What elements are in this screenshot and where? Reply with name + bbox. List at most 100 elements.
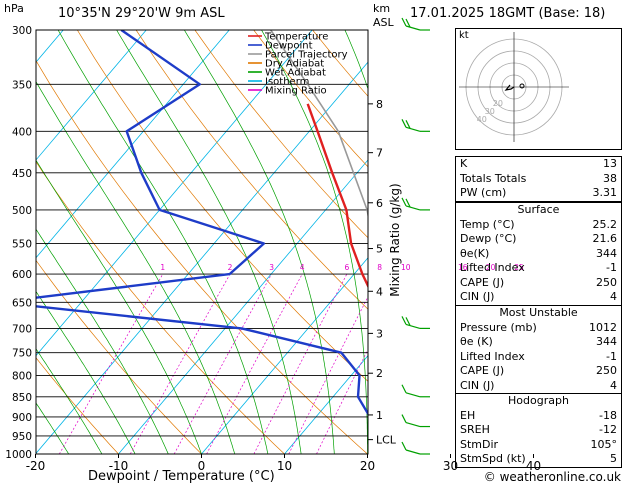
pressure-tick-label: 600 [12, 269, 32, 281]
hodograph-ring-label: 20 [493, 99, 503, 108]
mixing-ratio-line [58, 273, 164, 454]
x-tick-label: -10 [109, 459, 129, 473]
temperature-line [306, 103, 368, 289]
wind-barb [401, 384, 430, 398]
surface-row: Dewp (°C) 21.6 [460, 232, 617, 245]
height-tick-label: 3 [376, 327, 383, 340]
hodograph-panel: 20 30 40 kt [455, 28, 622, 150]
surface-row: Temp (°C) 25.2 [460, 217, 617, 231]
indices-table: K 13 Totals Totals 38 PW (cm) 3.31 [455, 156, 622, 202]
pressure-tick-label: 800 [12, 370, 32, 382]
most-unstable-row: CAPE (J) 250 [460, 364, 617, 377]
pressure-tick-label: 850 [12, 392, 32, 404]
surface-table: Surface Temp (°C) 25.2 Dewp (°C) 21.6 θe(K… [455, 202, 622, 306]
mixing-ratio-axis-title: Mixing Ratio (g/kg) [388, 183, 402, 297]
wind-barb [401, 197, 430, 211]
isotherm-line [200, 257, 368, 454]
legend-entry: Temperature [264, 32, 328, 43]
mixing-ratio-label: 16 [458, 263, 468, 272]
isotherm-line [36, 30, 147, 161]
parcel-trajectory-line [270, 30, 368, 220]
legend-entry: Mixing Ratio [265, 86, 327, 97]
mixing-ratio-label: 2 [228, 263, 233, 272]
dry-adiabat-line [194, 30, 368, 239]
wet-adiabat-line [427, 30, 448, 454]
wind-barb [401, 17, 430, 31]
mixing-ratio-label: 4 [300, 263, 305, 272]
hodograph-table-title: Hodograph [508, 394, 569, 407]
mixing-ratio-label: 6 [344, 263, 349, 272]
mixing-ratio-line [253, 273, 348, 454]
height-tick-label: 6 [376, 197, 383, 210]
hodograph-table: Hodograph EH -18 SREH -12 StmDir 105° StmSp… [455, 393, 622, 468]
legend-entry: Isotherm [265, 77, 309, 88]
pressure-tick-label: 300 [12, 25, 32, 37]
isotherm-line [36, 30, 313, 357]
mixing-ratio-label: 3 [269, 263, 274, 272]
hodograph-row: EH -18 [460, 408, 617, 422]
surface-row: CIN (J) 4 [460, 290, 617, 303]
wind-barb [401, 119, 430, 132]
height-unit-bottom: ASL [373, 16, 394, 29]
isotherm-line [36, 30, 230, 259]
isotherm-line [117, 159, 368, 454]
dry-adiabat-line [36, 60, 368, 454]
x-tick-label: -20 [26, 459, 46, 473]
wind-barb [401, 316, 430, 329]
most-unstable-row: θe (K) 344 [460, 335, 617, 348]
surface-title: Surface [517, 203, 560, 216]
wind-barb [401, 414, 430, 428]
x-tick-label: 30 [443, 459, 458, 473]
surface-row: Lifted Index -1 [460, 261, 617, 274]
surface-row: θe(K) 344 [460, 246, 617, 260]
isotherm-line [36, 30, 64, 63]
hodograph-ring-label: 40 [477, 115, 487, 124]
pressure-tick-label: 1000 [5, 449, 32, 461]
height-tick-label: 8 [376, 98, 383, 111]
most-unstable-table: Most Unstable Pressure (mb) 1012 θe (K) 34… [455, 305, 622, 394]
x-axis-title: Dewpoint / Temperature (°C) [88, 469, 275, 484]
mixing-ratio-line [288, 296, 368, 454]
mixing-ratio-label: 20 [486, 263, 496, 272]
hodograph-row: SREH -12 [460, 423, 617, 436]
most-unstable-title: Most Unstable [499, 306, 578, 319]
hodograph-unit: kt [459, 30, 469, 41]
legend-entry: Parcel Trajectory [265, 50, 348, 61]
isotherm-line [283, 354, 368, 454]
hodograph-trace [504, 84, 515, 91]
pressure-tick-label: 750 [12, 348, 32, 360]
height-tick-label: LCL [376, 434, 397, 447]
hodograph-row: StmSpd (kt) 5 [460, 452, 617, 465]
mixing-ratio-label: 25 [514, 263, 524, 272]
pressure-tick-label: 350 [12, 79, 32, 91]
wind-barb [401, 441, 430, 455]
pressure-tick-label: 500 [12, 205, 32, 217]
pressure-tick-label: 700 [12, 323, 32, 335]
most-unstable-row: Lifted Index -1 [460, 349, 617, 363]
location-label: 10°35'N 29°20'W 9m ASL [58, 6, 225, 21]
pressure-tick-label: 900 [12, 412, 32, 424]
wet-adiabat-line [36, 402, 69, 454]
surface-row: CAPE (J) 250 [460, 275, 617, 289]
hodograph-ring-label: 30 [485, 107, 495, 116]
mixing-ratio-label: 1 [160, 263, 165, 272]
most-unstable-row: Pressure (mb) 1012 [460, 320, 617, 334]
index-row: K 13 [460, 157, 617, 170]
index-row: Totals Totals 38 [460, 171, 617, 185]
wet-adiabat-line [36, 348, 103, 454]
pressure-tick-label: 950 [12, 431, 32, 443]
hodograph-row: StmDir 105° [460, 437, 617, 451]
mixing-ratio-label: 8 [377, 263, 382, 272]
x-tick-label: 0 [198, 459, 206, 473]
datetime-label: 17.01.2025 18GMT (Base: 18) [410, 6, 606, 21]
pressure-tick-label: 650 [12, 297, 32, 309]
x-tick-label: 20 [360, 459, 375, 473]
dewpoint-line [36, 30, 368, 417]
pressure-tick-label: 400 [12, 126, 32, 138]
height-tick-label: 2 [376, 367, 383, 380]
legend-entry: Dry Adiabat [265, 59, 324, 70]
most-unstable-row: CIN (J) 4 [460, 378, 617, 392]
height-tick-label: 5 [376, 243, 383, 256]
